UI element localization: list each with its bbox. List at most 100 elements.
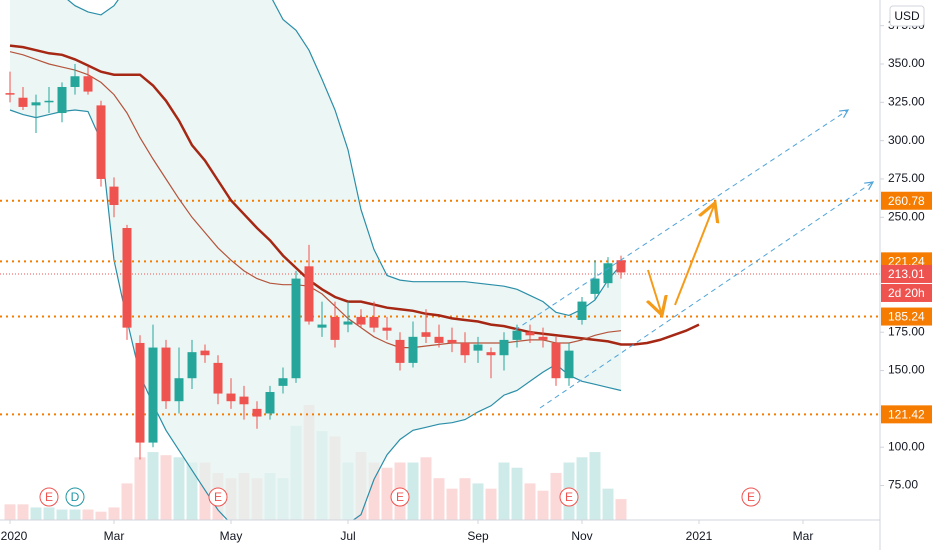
candle-body [590, 278, 600, 294]
volume-bar [199, 462, 211, 520]
candle-body [187, 352, 197, 379]
y-tick-label: 325.00 [888, 94, 925, 108]
volume-bar [420, 457, 432, 520]
candle-body [109, 186, 119, 206]
price-label-box [881, 405, 932, 424]
drawings [514, 110, 873, 409]
arrow-up [674, 203, 715, 306]
price-label-box [881, 191, 932, 210]
y-tick-label: 75.00 [888, 478, 918, 492]
event-marker [559, 487, 579, 507]
volume-bar [459, 478, 471, 520]
currency-label[interactable]: USD [894, 9, 920, 23]
volume-bar [446, 488, 458, 520]
candle-body [317, 324, 327, 328]
volume-bar [134, 457, 146, 520]
candle-body [96, 105, 106, 179]
candle-body [304, 266, 314, 322]
candle-body [291, 278, 301, 379]
event-label: E [396, 490, 404, 504]
candle-body [174, 378, 184, 402]
candle-body [473, 344, 483, 351]
price-label-box [881, 264, 932, 283]
price-label: 121.42 [888, 408, 925, 422]
x-tick-label: Mar [104, 529, 125, 543]
candle-body [148, 347, 158, 443]
volume-bar [576, 457, 588, 520]
price-label-box [881, 307, 932, 326]
event-label: E [747, 490, 755, 504]
volume-bar [407, 462, 419, 520]
candle-body [395, 339, 405, 363]
volume-bar [615, 499, 627, 520]
y-tick-label: 250.00 [888, 209, 925, 223]
volume-bar [56, 509, 68, 520]
arrow-down [648, 269, 662, 315]
candle-body [265, 392, 275, 414]
candle-body [278, 378, 288, 386]
candle-body [512, 330, 522, 340]
candle-body [70, 76, 80, 87]
currency-box[interactable] [889, 5, 925, 27]
candle-body [200, 350, 210, 356]
volume-bar [472, 483, 484, 520]
volume-bar [95, 511, 107, 520]
volume-bar [186, 462, 198, 520]
currency-button[interactable]: USD [889, 5, 925, 27]
band-lower [9, 109, 622, 520]
x-tick-label: Jul [340, 529, 355, 543]
y-tick-label: 100.00 [888, 439, 925, 453]
volume-bar [43, 507, 55, 520]
event-marker [390, 487, 410, 507]
channel-line [539, 182, 873, 409]
candle-body [577, 301, 587, 320]
x-tick-label: 2021 [686, 529, 713, 543]
candle-body [369, 316, 379, 328]
candle-body [551, 342, 561, 379]
candle-body [122, 228, 132, 328]
countdown-label: 2d 20h [888, 286, 925, 300]
volume-bar [121, 483, 133, 520]
volume-bar [160, 455, 172, 520]
candle-body [161, 347, 171, 402]
y-tick-label: 350.00 [888, 56, 925, 70]
moving-average [9, 51, 622, 349]
candle-body [18, 97, 28, 107]
volume-bar [368, 462, 380, 520]
x-tick-label: May [220, 529, 243, 543]
event-label: D [71, 490, 80, 504]
candle-body [226, 393, 236, 402]
channel-line [514, 110, 848, 331]
volume-bar [30, 507, 42, 520]
volume-bar [485, 488, 497, 520]
candle-body [447, 339, 457, 343]
candle-body [213, 362, 223, 394]
candle-body [31, 102, 41, 106]
candle-body [343, 321, 353, 325]
volume-bar [17, 504, 29, 520]
event-marker [39, 487, 59, 507]
candle-body [486, 352, 496, 356]
y-tick-label: 275.00 [888, 171, 925, 185]
volume-bar [381, 467, 393, 520]
volume-bar [108, 507, 120, 520]
price-label: 260.78 [888, 194, 925, 208]
candle-body [408, 336, 418, 363]
volume-bar [433, 478, 445, 520]
volume-bar [511, 467, 523, 520]
candle-body [57, 86, 67, 114]
candle-body [564, 350, 574, 379]
volume-bar [524, 483, 536, 520]
band-upper [67, 0, 622, 317]
event-label: E [214, 490, 222, 504]
x-tick-label: Nov [571, 529, 592, 543]
price-label: 213.01 [888, 267, 925, 281]
candle-body [525, 332, 535, 336]
candle-body [5, 93, 15, 95]
x-tick-label: Sep [467, 529, 489, 543]
volume-bar [537, 490, 549, 520]
y-tick-label: 300.00 [888, 133, 925, 147]
candle-body [434, 336, 444, 343]
